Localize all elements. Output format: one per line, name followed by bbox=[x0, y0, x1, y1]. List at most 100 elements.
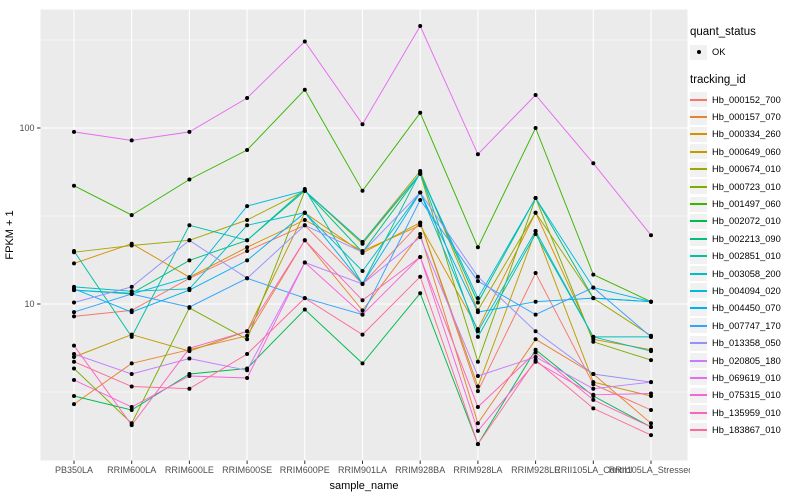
x-tick-label: RRIM928BA bbox=[395, 465, 445, 475]
data-point bbox=[245, 245, 250, 250]
data-point bbox=[475, 359, 480, 364]
data-point bbox=[187, 129, 192, 134]
legend-item-label: Hb_003058_200 bbox=[712, 268, 781, 279]
legend-item-label: Hb_000649_060 bbox=[712, 146, 781, 157]
legend-key bbox=[690, 318, 707, 334]
data-point bbox=[129, 310, 134, 315]
legend-item-label: Hb_020805_180 bbox=[712, 355, 781, 366]
x-tick-label: RRIM600PE bbox=[280, 465, 330, 475]
data-point bbox=[591, 406, 596, 411]
data-point bbox=[129, 405, 134, 409]
data-point bbox=[302, 260, 307, 265]
data-point bbox=[418, 235, 423, 240]
legend-item-Hb_000152_700: Hb_000152_700 bbox=[690, 91, 798, 108]
x-tick-label: RRII105LA_Control bbox=[554, 465, 632, 475]
legend-item-Hb_004450_070: Hb_004450_070 bbox=[690, 300, 798, 317]
data-point bbox=[591, 339, 596, 344]
line-swatch-icon bbox=[690, 220, 707, 223]
data-point bbox=[129, 372, 134, 376]
data-point bbox=[187, 223, 192, 228]
data-point bbox=[72, 249, 76, 253]
data-point bbox=[533, 337, 538, 342]
data-point bbox=[649, 421, 653, 426]
line-swatch-icon bbox=[690, 116, 707, 119]
data-point bbox=[533, 229, 538, 233]
legend-item-label: Hb_001497_060 bbox=[712, 199, 781, 210]
x-tick-label: RRIM901LA bbox=[338, 465, 387, 475]
data-point bbox=[591, 392, 596, 397]
legend-key bbox=[690, 109, 707, 125]
legend-item-label: Hb_000157_070 bbox=[712, 112, 781, 123]
data-point bbox=[418, 171, 423, 176]
data-point bbox=[72, 352, 76, 356]
data-point bbox=[533, 232, 538, 236]
data-point bbox=[475, 274, 480, 279]
legend-key bbox=[690, 44, 707, 60]
data-point bbox=[418, 255, 423, 259]
data-point bbox=[302, 87, 307, 92]
data-point bbox=[245, 329, 250, 334]
data-point bbox=[360, 332, 365, 337]
legend-item-Hb_000649_060: Hb_000649_060 bbox=[690, 143, 798, 160]
data-point bbox=[129, 384, 134, 389]
data-point bbox=[418, 220, 423, 225]
legend-key bbox=[690, 144, 707, 160]
data-point bbox=[129, 423, 134, 428]
data-point bbox=[533, 355, 538, 359]
data-point bbox=[649, 408, 653, 412]
data-point bbox=[245, 148, 250, 152]
data-point bbox=[129, 243, 134, 248]
data-point bbox=[302, 39, 307, 44]
ok-point-icon bbox=[696, 50, 701, 54]
data-point bbox=[360, 269, 365, 273]
data-point bbox=[591, 386, 596, 391]
legend-key bbox=[690, 387, 707, 403]
data-point bbox=[245, 352, 250, 356]
data-point bbox=[72, 359, 76, 364]
legend-item-Hb_000334_260: Hb_000334_260 bbox=[690, 126, 798, 143]
data-point bbox=[245, 238, 250, 243]
legend-key bbox=[690, 405, 707, 421]
legend-item-label: Hb_002072_010 bbox=[712, 216, 781, 227]
data-point bbox=[591, 380, 596, 385]
data-point bbox=[533, 93, 538, 97]
legend-item-label: Hb_013358_050 bbox=[712, 338, 781, 349]
line-swatch-icon bbox=[690, 376, 707, 379]
data-point bbox=[187, 258, 192, 263]
data-point bbox=[129, 138, 134, 143]
legend-key bbox=[690, 231, 707, 247]
data-point bbox=[475, 300, 480, 305]
legend-item-label: Hb_000723_010 bbox=[712, 181, 781, 192]
data-point bbox=[245, 204, 250, 209]
data-point bbox=[302, 218, 307, 222]
data-point bbox=[72, 355, 76, 359]
data-point bbox=[591, 334, 596, 339]
x-tick-label: RRIM600SE bbox=[222, 465, 272, 475]
data-point bbox=[245, 337, 250, 342]
line-swatch-icon bbox=[690, 411, 707, 414]
legend-item-label: Hb_000334_260 bbox=[712, 129, 781, 140]
legend-item-label: Hb_007747_170 bbox=[712, 320, 781, 331]
x-tick-label: RRIM600LE bbox=[165, 465, 214, 475]
legend-item-Hb_075315_010: Hb_075315_010 bbox=[690, 387, 798, 404]
data-point bbox=[129, 213, 134, 218]
line-chart: 100 10 PB350LA RRIM600LA RRIM600LE RRIM600SE R… bbox=[4, 9, 690, 492]
line-swatch-icon bbox=[690, 150, 707, 153]
data-point bbox=[475, 442, 480, 447]
legend-item-Hb_000157_070: Hb_000157_070 bbox=[690, 108, 798, 125]
data-point bbox=[360, 312, 365, 317]
data-point bbox=[360, 298, 365, 303]
data-point bbox=[649, 349, 653, 354]
data-point bbox=[360, 122, 365, 127]
data-point bbox=[72, 366, 76, 371]
data-point bbox=[360, 250, 365, 255]
data-point bbox=[72, 378, 76, 382]
data-point bbox=[129, 334, 134, 339]
line-swatch-icon bbox=[690, 324, 707, 327]
x-tick-label: PB350LA bbox=[55, 465, 93, 475]
data-point bbox=[302, 210, 307, 215]
data-point bbox=[360, 188, 365, 193]
data-point bbox=[418, 110, 423, 115]
legend-item-Hb_020805_180: Hb_020805_180 bbox=[690, 352, 798, 369]
legend-item-label: OK bbox=[712, 47, 726, 57]
